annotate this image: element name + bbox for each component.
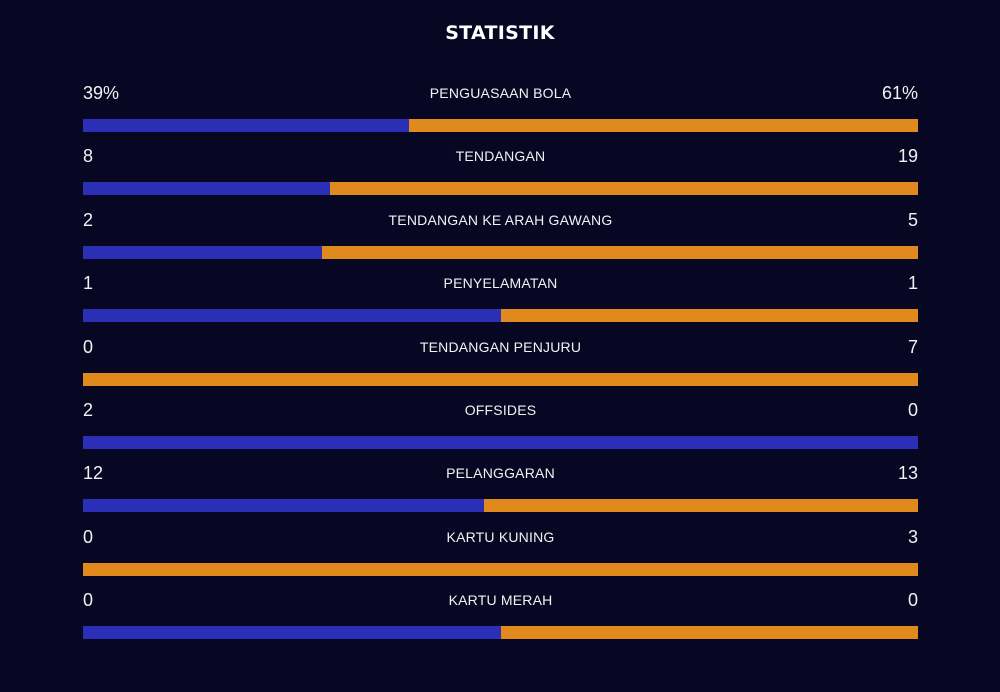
stats-list: 39% PENGUASAAN BOLA 61% 8 TENDANGAN 19 2… (83, 80, 918, 651)
stat-label: PENGUASAAN BOLA (429, 85, 572, 101)
stat-label: TENDANGAN KE ARAH GAWANG (388, 211, 613, 228)
stat-row-shots: 8 TENDANGAN 19 (83, 143, 918, 206)
away-value: 3 (907, 526, 918, 547)
stat-row-red-cards: 0 KARTU MERAH 0 (83, 587, 918, 650)
home-bar-fill (83, 435, 918, 449)
away-value: 61% (881, 83, 918, 103)
stat-row-offsides: 2 OFFSIDES 0 (83, 397, 918, 460)
comparison-bar (83, 245, 918, 259)
home-value: 12 (83, 463, 104, 484)
stat-label: KARTU MERAH (448, 592, 553, 609)
stats-title: STATISTIK (445, 22, 555, 44)
away-bar-fill (500, 309, 918, 323)
home-value: 1 (83, 273, 94, 294)
comparison-bar (83, 309, 918, 323)
stat-label: PENYELAMATAN (443, 275, 558, 292)
stat-row-fouls: 12 PELANGGARAN 13 (83, 460, 918, 523)
home-bar-fill (83, 245, 322, 259)
comparison-bar (83, 119, 918, 132)
stat-label: TENDANGAN PENJURU (419, 338, 582, 355)
stat-header: 12 PELANGGARAN 13 (83, 460, 918, 486)
home-value: 0 (83, 526, 94, 547)
stat-header: 0 KARTU KUNING 3 (83, 524, 918, 550)
away-value: 0 (907, 590, 918, 611)
home-value: 0 (83, 336, 94, 357)
comparison-bar (83, 182, 918, 196)
stat-row-possession: 39% PENGUASAAN BOLA 61% (83, 80, 918, 143)
stat-label: KARTU KUNING (446, 528, 555, 545)
stat-header: 8 TENDANGAN 19 (83, 143, 918, 169)
stat-label: PELANGGARAN (446, 465, 555, 482)
stat-header: 1 PENYELAMATAN 1 (83, 270, 918, 296)
away-bar-fill (408, 119, 918, 132)
home-bar-fill (83, 499, 484, 513)
home-value: 39% (83, 83, 120, 103)
home-value: 8 (83, 146, 94, 167)
away-value: 0 (907, 399, 918, 420)
stat-row-saves: 1 PENYELAMATAN 1 (83, 270, 918, 333)
comparison-bar (83, 626, 918, 640)
away-value: 7 (907, 336, 918, 357)
away-bar-fill (330, 182, 918, 196)
away-value: 5 (907, 209, 918, 230)
stat-header: 2 TENDANGAN KE ARAH GAWANG 5 (83, 207, 918, 233)
comparison-bar (83, 435, 918, 449)
stat-row-yellow-cards: 0 KARTU KUNING 3 (83, 524, 918, 587)
away-value: 19 (897, 146, 918, 167)
away-value: 1 (907, 273, 918, 294)
away-bar-fill (83, 372, 918, 386)
away-bar-fill (500, 626, 918, 640)
stat-row-shots-on-target: 2 TENDANGAN KE ARAH GAWANG 5 (83, 207, 918, 270)
away-value: 13 (897, 463, 918, 484)
stat-label: TENDANGAN (455, 148, 546, 165)
stat-row-corners: 0 TENDANGAN PENJURU 7 (83, 334, 918, 397)
home-value: 0 (83, 590, 94, 611)
away-bar-fill (483, 499, 918, 513)
home-value: 2 (83, 209, 94, 230)
away-bar-fill (83, 562, 918, 576)
comparison-bar (83, 562, 918, 576)
stat-header: 0 TENDANGAN PENJURU 7 (83, 334, 918, 360)
home-bar-fill (83, 626, 501, 640)
comparison-bar (83, 372, 918, 386)
away-bar-fill (321, 245, 918, 259)
home-bar-fill (83, 309, 501, 323)
stat-label: OFFSIDES (464, 401, 537, 418)
home-bar-fill (83, 119, 409, 132)
stat-header: 0 KARTU MERAH 0 (83, 587, 918, 613)
home-value: 2 (83, 399, 94, 420)
stat-header: 39% PENGUASAAN BOLA 61% (83, 80, 918, 106)
comparison-bar (83, 499, 918, 513)
stat-header: 2 OFFSIDES 0 (83, 397, 918, 423)
home-bar-fill (83, 182, 331, 196)
